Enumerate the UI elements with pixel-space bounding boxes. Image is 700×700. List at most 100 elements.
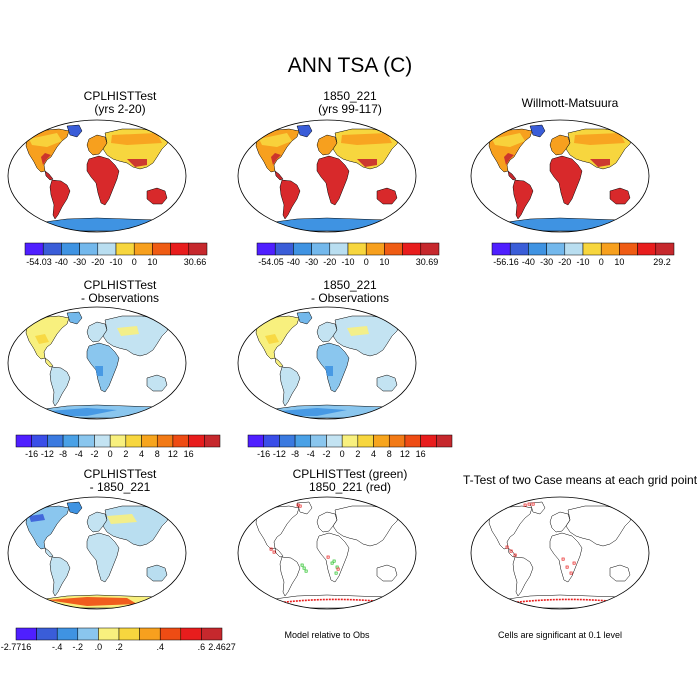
map-significant-cell: [505, 545, 509, 549]
colorbar-segment: [263, 434, 280, 448]
colorbar-segment: [170, 242, 190, 256]
map-landmass-au: [146, 564, 168, 582]
colorbar-segment: [384, 242, 403, 256]
colorbar-segment: [341, 434, 359, 448]
map-panel-6: [7, 496, 187, 610]
colorbar-tick-label: 0: [599, 257, 604, 267]
map-significant-cell: [326, 555, 330, 559]
map-anomaly-region: [574, 133, 625, 145]
colorbar-tick-label: -.4: [52, 642, 63, 652]
colorbar-segment: [329, 242, 349, 256]
colorbar-tick-label: 16: [184, 449, 194, 459]
colorbar-6: -2.7716 -.4 -.2 .0 .2 .4 .6 2.4627: [1, 627, 236, 652]
map-significant-cell: [330, 561, 334, 565]
colorbar-tick-label: 12: [400, 449, 410, 459]
map-landmass-eu: [549, 134, 571, 156]
colorbar-tick-label: .0: [95, 642, 103, 652]
colorbar-tick-label: 2.4627: [208, 642, 236, 652]
colorbar-tick-label: 2: [123, 449, 128, 459]
map-landmass-ca: [274, 170, 284, 181]
map-landmass-eu: [86, 321, 108, 343]
colorbar-segment: [420, 434, 437, 448]
colorbar-segment: [56, 627, 79, 641]
colorbar-segment: [546, 242, 566, 256]
map-landmass-sa: [279, 366, 301, 407]
map-anomaly-region: [35, 501, 43, 508]
map-panel-1: [7, 119, 187, 233]
map-anomaly-region: [29, 133, 62, 147]
colorbar-segment: [15, 434, 32, 448]
map-panel-4: [7, 306, 187, 420]
map-landmass-au: [146, 374, 168, 392]
colorbar-segment: [347, 242, 367, 256]
colorbar-tick-label: 4: [139, 449, 144, 459]
panel-title-diff-1850: 1850_221 - Observations: [310, 278, 390, 305]
map-significant-cell: [332, 559, 336, 563]
colorbar-segment: [326, 434, 343, 448]
colorbar-segment: [42, 242, 62, 256]
map-significant-cell: [565, 565, 569, 569]
colorbar-segment: [98, 627, 120, 641]
colorbar-segment: [365, 242, 385, 256]
colorbar-segment: [619, 242, 638, 256]
map-landmass-af: [316, 155, 350, 206]
map-anomaly-region: [41, 153, 51, 165]
colorbar-segment: [293, 242, 312, 256]
colorbar-4: -16 -12 -8 -4 -2 0 2 4 8 12 16: [15, 434, 221, 459]
map-landmass-na: [25, 315, 70, 360]
map-anomaly-region: [357, 159, 377, 167]
colorbar-segment: [79, 242, 99, 256]
colorbar-segment: [279, 434, 296, 448]
colorbar-tick-label: 10: [147, 257, 157, 267]
colorbar-segment: [420, 242, 440, 256]
map-landmass-ca: [44, 357, 54, 368]
map-anomaly-region: [271, 153, 281, 165]
map-anomaly-region: [47, 597, 137, 606]
colorbar-segment: [31, 434, 48, 448]
map-landmass-au: [146, 187, 168, 205]
colorbar-segment: [118, 627, 140, 641]
colorbar-tick-label: -30: [305, 257, 318, 267]
colorbar-tick-label: -2: [90, 449, 98, 459]
colorbar-segment: [94, 434, 111, 448]
map-landmass-eu: [86, 511, 108, 533]
map-landmass-eu: [316, 134, 338, 156]
colorbar-segment: [188, 434, 205, 448]
colorbar-segment: [201, 627, 223, 641]
map-globe-outline: [470, 119, 650, 233]
map-landmass-greenland: [66, 124, 83, 138]
note-model-relative: Model relative to Obs: [284, 630, 370, 640]
map-landmass-greenland: [529, 124, 546, 138]
colorbar-segment: [582, 242, 602, 256]
map-panel-5: [237, 306, 417, 420]
colorbar-segment: [180, 627, 202, 641]
map-landmass-ca: [507, 170, 517, 181]
map-landmass-sa: [49, 179, 71, 220]
colorbar-tick-label: -20: [558, 257, 571, 267]
map-significant-cell: [561, 557, 565, 561]
colorbar-tick-label: -10: [109, 257, 122, 267]
map-landmass-sa: [49, 556, 71, 597]
panel-title-obs: Willmott-Matsuura: [521, 96, 619, 110]
colorbar-tick-label: -20: [91, 257, 104, 267]
colorbar-tick-label: .6: [198, 642, 206, 652]
figure-title: ANN TSA (C): [287, 54, 413, 77]
colorbar-tick-label: 2: [355, 449, 360, 459]
map-landmass-af: [86, 155, 120, 206]
colorbar-tick-label: 0: [340, 449, 345, 459]
map-significant-cell: [269, 547, 273, 551]
colorbar-segment: [274, 242, 294, 256]
map-anomaly-region: [347, 326, 369, 336]
colorbar-tick-label: 0: [132, 257, 137, 267]
colorbar-tick-label: -40: [55, 257, 68, 267]
colorbar-segment: [404, 434, 421, 448]
colorbar-segment: [600, 242, 620, 256]
colorbar-tick-label: -10: [341, 257, 354, 267]
map-panel-3: [470, 119, 650, 233]
panel-title-diff-cplhisttest: CPLHISTTest - Observations: [80, 278, 160, 305]
colorbar-tick-label: 4: [371, 449, 376, 459]
colorbar-segment: [159, 627, 182, 641]
map-globe-outline: [7, 496, 187, 610]
colorbar-segment: [509, 242, 529, 256]
map-landmass-eu: [316, 511, 338, 533]
